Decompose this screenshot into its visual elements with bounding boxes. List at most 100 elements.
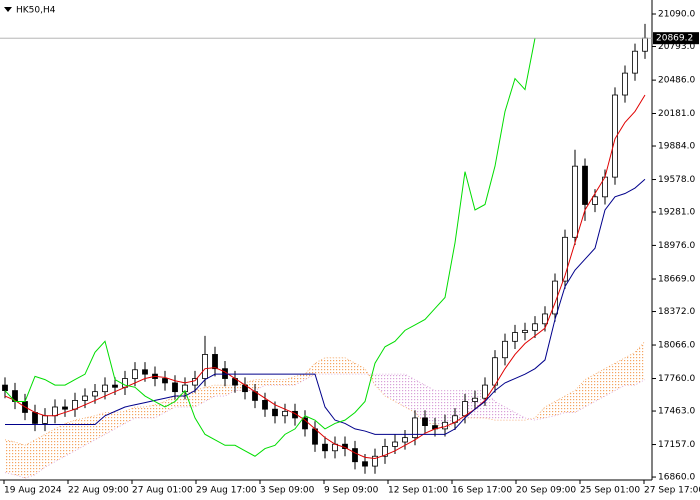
candle-body (322, 443, 328, 452)
candle-body (42, 415, 48, 424)
y-tick-label: 17463.0 (658, 407, 695, 417)
cloud-fill (355, 363, 365, 375)
candle-body (352, 448, 358, 463)
cloud-fill (135, 406, 145, 418)
candle-body (392, 441, 398, 447)
indicator-line (4, 37, 536, 457)
x-tick-label: 27 Aug 01:00 (132, 486, 193, 496)
candle-body (132, 369, 138, 379)
y-tick-label: 17760.0 (658, 374, 695, 384)
cloud-fill (85, 415, 95, 446)
cloud-fill (605, 363, 615, 397)
cloud-fill (505, 406, 515, 421)
candle-body (582, 165, 588, 205)
candle-body (262, 400, 268, 410)
candle-body (632, 50, 638, 74)
y-tick-label: 20793.0 (658, 42, 695, 52)
cloud-fill (315, 357, 325, 375)
candle-body (532, 323, 538, 331)
current-price-label: 20869.2 (656, 34, 693, 44)
candle-body (82, 395, 88, 401)
cloud-fill (385, 374, 395, 402)
candle-body (32, 412, 38, 424)
cloud-fill (215, 385, 225, 397)
cloud-fill (105, 412, 115, 435)
cloud-fill (435, 390, 445, 429)
candle-body (382, 445, 388, 457)
candle-body (362, 461, 368, 467)
x-tick-label: 3 Sep 09:00 (260, 486, 315, 496)
candle-body (72, 400, 78, 410)
candle-body (372, 455, 378, 467)
cloud-fill (35, 434, 45, 475)
candle-body (482, 384, 488, 399)
symbol-label: HK50,H4 (16, 6, 56, 16)
cloud-fill (585, 374, 595, 407)
cloud-fill (15, 442, 25, 479)
cloud-fill (55, 423, 65, 462)
candle-body (512, 332, 518, 342)
x-tick-label: 27 Sep 17:00 (644, 486, 700, 496)
cloud-fill (195, 387, 205, 407)
cloud-fill (495, 401, 505, 421)
y-tick-label: 20181.0 (658, 109, 695, 119)
cloud-fill (545, 401, 555, 418)
cloud-fill (615, 357, 625, 391)
candle-body (282, 410, 288, 417)
candle-body (172, 382, 178, 393)
cloud-fill (145, 404, 155, 418)
candle-body (142, 369, 148, 375)
cloud-fill (305, 363, 315, 380)
candle-body (52, 406, 58, 417)
cloud-fill (95, 412, 105, 440)
candle-body (612, 94, 618, 178)
x-tick-label: 9 Sep 09:00 (324, 486, 379, 496)
cloud-fill (325, 357, 335, 375)
candle-body (212, 354, 218, 370)
cloud-fill (25, 439, 35, 479)
cloud-fill (345, 357, 355, 375)
cloud-fill (415, 379, 425, 424)
candle-body (412, 417, 418, 439)
candle-body (202, 354, 208, 379)
x-tick-label: 19 Aug 2024 (4, 486, 62, 496)
y-tick-label: 19281.0 (658, 208, 695, 218)
cloud-fill (405, 374, 415, 413)
cloud-fill (425, 385, 435, 424)
candle-body (192, 378, 198, 386)
cloud-fill (255, 379, 265, 391)
candle-body (472, 397, 478, 402)
x-tick-label: 29 Aug 17:00 (196, 486, 257, 496)
cloud-fill (175, 393, 185, 407)
x-tick-label: 16 Sep 17:00 (452, 486, 512, 496)
candle-body (402, 437, 408, 443)
candle-body (522, 329, 528, 333)
cloud-fill (205, 385, 215, 402)
candle-body (102, 384, 108, 393)
cloud-fill (595, 368, 605, 402)
cloud-fill (515, 412, 525, 421)
candle-body (422, 417, 428, 426)
y-tick-label: 19884.0 (658, 142, 695, 152)
cloud-fill (295, 374, 305, 386)
candle-body (562, 236, 568, 282)
cloud-fill (285, 376, 295, 386)
cloud-fill (375, 374, 385, 397)
cloud-fill (395, 374, 405, 407)
candle-body (312, 428, 318, 445)
cloud-fill (365, 368, 375, 386)
candle-body (502, 340, 508, 359)
y-tick-label: 19578.0 (658, 175, 695, 185)
candle-body (462, 401, 468, 417)
candle-body (162, 378, 168, 384)
current-price-box (653, 32, 699, 45)
symbol-menu-icon[interactable] (4, 7, 12, 12)
cloud-fill (225, 385, 235, 397)
cloud-fill (635, 341, 645, 386)
x-tick-label: 20 Sep 09:00 (516, 486, 576, 496)
x-tick-label: 22 Aug 09:00 (68, 486, 129, 496)
y-tick-label: 18976.0 (658, 241, 695, 251)
plot-area (2, 23, 648, 479)
